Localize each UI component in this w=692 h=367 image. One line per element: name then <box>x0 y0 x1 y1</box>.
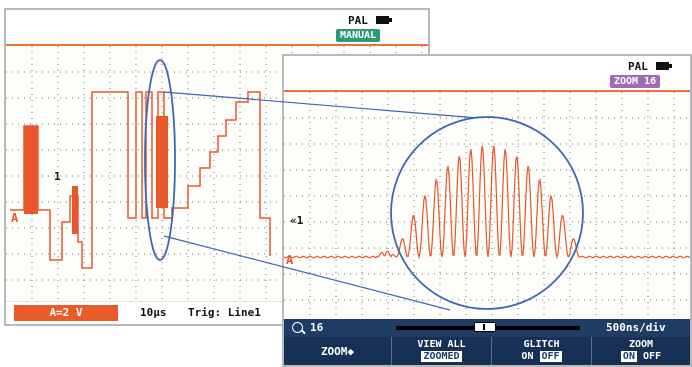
view-all-softkey[interactable]: VIEW ALL ZOOMED <box>392 337 492 365</box>
main-marker-a: A <box>11 211 19 225</box>
main-top-bar: PAL MANUAL <box>6 10 428 46</box>
magnifier-icon <box>292 322 303 333</box>
main-mode-label: PAL <box>348 14 368 27</box>
main-trace <box>10 91 271 269</box>
zoom-badge: ZOOM 16 <box>610 75 661 88</box>
zoomed-burst-main <box>156 116 168 208</box>
main-cursor-marker: 1 <box>54 170 61 183</box>
zoom-adjust-softkey[interactable]: ZOOM◆ <box>284 337 392 365</box>
zoom-factor-readout: 16 <box>310 321 324 334</box>
main-waveform-plot: A 1 <box>6 46 428 304</box>
zoom-top-bar: PAL ZOOM 16 <box>284 56 690 92</box>
zoom-marker-a: A <box>286 253 294 267</box>
battery-icon <box>376 16 392 24</box>
zoom-trace <box>284 145 690 260</box>
zoom-position-slider[interactable] <box>396 322 580 332</box>
colour-burst-left <box>24 126 38 214</box>
sync-burst <box>72 186 78 234</box>
glitch-softkey[interactable]: GLITCH ON OFF <box>492 337 592 365</box>
glitch-on-option: ON <box>521 351 534 362</box>
softkey-bar: 16 500ns/div ZOOM◆ VIEW ALL ZOOMED GLITC… <box>284 319 690 365</box>
zoom-toggle-label: ZOOM <box>628 339 654 350</box>
zoom-lens-circle <box>390 116 584 310</box>
zoom-mode-label: PAL <box>628 60 648 73</box>
magnifier-line-bottom <box>163 235 451 311</box>
zoom-grid <box>284 92 690 320</box>
zoom-waveform-plot: A «1 <box>284 92 690 320</box>
battery-icon <box>656 62 672 70</box>
glitch-off-option: OFF <box>539 351 562 362</box>
zoom-toggle-softkey[interactable]: ZOOM ON OFF <box>592 337 690 365</box>
trigger-readout: Trig: Line1 <box>188 306 261 319</box>
zoom-adjust-label: ZOOM◆ <box>320 345 355 358</box>
magnifier-line-top <box>163 91 479 119</box>
glitch-label: GLITCH <box>523 339 560 350</box>
view-all-label: VIEW ALL <box>417 339 466 350</box>
manual-badge: MANUAL <box>336 29 381 42</box>
range-readout: A=2 V <box>14 305 118 321</box>
timebase-readout: 10µs <box>140 306 167 319</box>
zoom-scope-screen: PAL ZOOM 16 A «1 16 500ns/div ZOOM◆ VIEW… <box>282 54 692 367</box>
zoom-off-option: OFF <box>643 351 662 362</box>
zoomed-option: ZOOMED <box>421 351 462 362</box>
zoom-on-option: ON <box>620 351 637 362</box>
source-ellipse <box>144 59 176 261</box>
slider-handle[interactable] <box>474 322 496 332</box>
zoom-timebase-readout: 500ns/div <box>606 321 666 334</box>
zoom-cursor-marker: «1 <box>290 214 304 227</box>
